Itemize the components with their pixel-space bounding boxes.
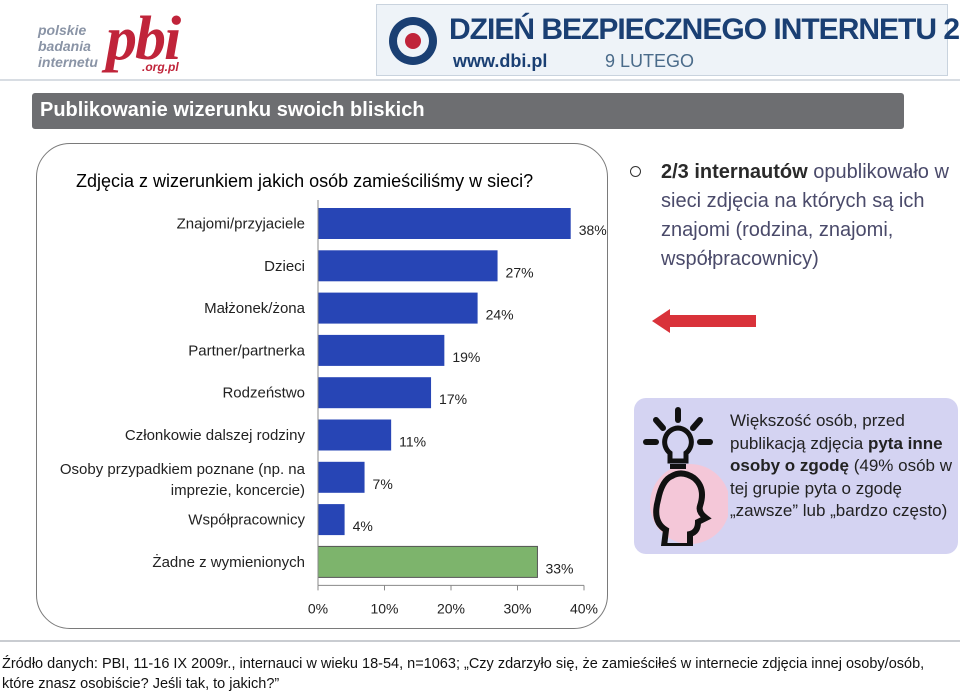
logo-domain: .org.pl <box>142 60 179 74</box>
key-finding-text: opublikowało w sieci zdjęcia na których … <box>661 161 949 270</box>
category-label: Dzieci <box>264 258 305 275</box>
category-label: Współpracownicy <box>188 512 305 529</box>
idea-head-icon <box>643 407 728 546</box>
bar <box>318 334 445 366</box>
bullet-icon <box>630 166 641 177</box>
category-label: imprezie, koncercie) <box>171 482 305 499</box>
data-label: 11% <box>399 434 426 450</box>
info-text-1: Większość osób, przed publikacją zdjęcia <box>730 411 905 453</box>
data-label: 19% <box>452 349 480 365</box>
x-tick-label: 10% <box>370 600 398 616</box>
source-note: Źródło danych: PBI, 11-16 IX 2009r., int… <box>2 656 925 692</box>
data-label: 27% <box>506 264 534 280</box>
banner-emblem-icon <box>389 17 437 65</box>
divider <box>0 640 960 642</box>
data-label: 4% <box>353 518 373 534</box>
chart-question: Zdjęcia z wizerunkiem jakich osób zamieś… <box>76 171 534 191</box>
category-label: Rodzeństwo <box>222 385 305 402</box>
banner-url: www.dbi.pl <box>453 51 548 71</box>
logo-tagline: polskie badania internetu <box>38 22 98 70</box>
slide-title: Publikowanie wizerunku swoich bliskich <box>40 99 425 121</box>
left-arrow-icon <box>652 309 756 333</box>
data-label: 33% <box>545 560 573 576</box>
data-label: 24% <box>486 307 514 323</box>
logo-line: internetu <box>38 54 98 70</box>
category-label: Członkowie dalszej rodziny <box>125 427 306 444</box>
banner-title: DZIEŃ BEZPIECZNEGO INTERNETU 2010 <box>449 13 960 46</box>
x-tick-label: 30% <box>503 600 531 616</box>
bar <box>318 250 498 282</box>
bar <box>318 504 345 536</box>
bar <box>318 208 571 239</box>
category-label: Żadne z wymienionych <box>152 553 305 571</box>
key-finding: 2/3 internautów opublikowało w sieci zdj… <box>661 158 951 274</box>
banner-date: 9 LUTEGO <box>605 51 695 71</box>
data-label: 38% <box>579 222 607 238</box>
logo-brand: pbi <box>106 5 181 73</box>
category-label: Osoby przypadkiem poznane (np. na <box>60 461 306 478</box>
info-text-bold: pyta inne osoby o zgodę <box>730 433 943 476</box>
category-label: Małżonek/żona <box>204 300 306 317</box>
bar <box>317 545 538 578</box>
info-text-2: (49% osób w tej grupie pyta o zgodę „zaw… <box>730 456 952 520</box>
divider <box>0 79 960 81</box>
info-text: Większość osób, przed publikacją zdjęcia… <box>730 410 952 523</box>
bar <box>318 461 365 493</box>
bar <box>318 377 432 409</box>
x-tick-label: 40% <box>570 600 598 616</box>
category-label: Partner/partnerka <box>188 342 305 359</box>
x-tick-label: 0% <box>308 600 328 616</box>
x-tick-label: 20% <box>437 600 465 616</box>
key-finding-bold: 2/3 internautów <box>661 161 808 183</box>
logo-line: badania <box>38 38 91 54</box>
slide-title-bar: Publikowanie wizerunku swoich bliskich <box>32 93 904 129</box>
bar <box>318 292 478 324</box>
event-banner: DZIEŃ BEZPIECZNEGO INTERNETU 2010 www.db… <box>376 4 960 76</box>
category-label: Znajomi/przyjaciele <box>177 216 305 233</box>
logo-line: polskie <box>38 22 87 38</box>
pbi-logo: polskie badania internetu pbi .org.pl <box>30 5 200 76</box>
data-label: 7% <box>373 476 393 492</box>
data-label: 17% <box>439 391 467 407</box>
bar <box>318 419 392 451</box>
